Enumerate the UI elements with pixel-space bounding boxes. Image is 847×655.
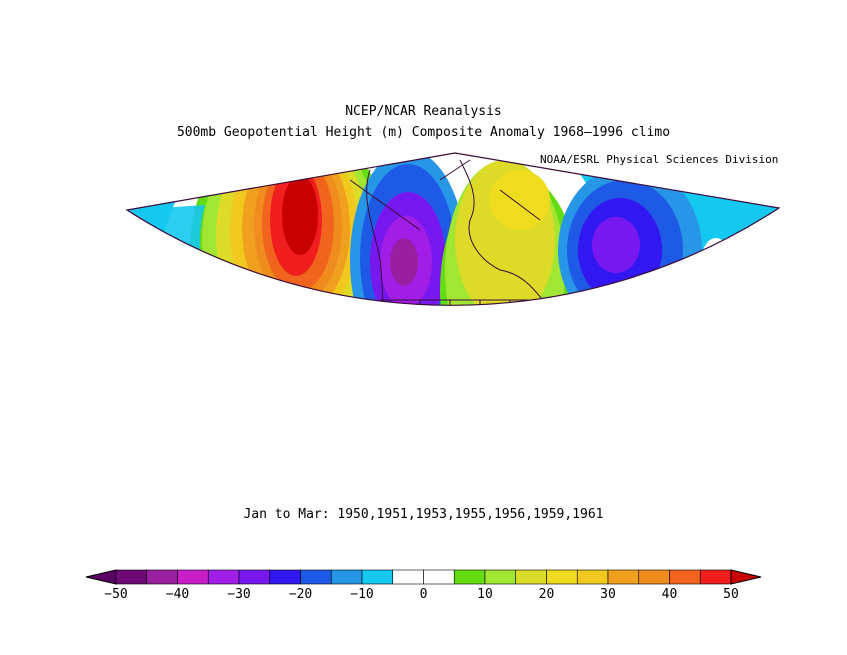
colorbar-tick-label: 0 <box>420 587 428 602</box>
composite-period: Jan to Mar: 1950,1951,1953,1955,1956,195… <box>243 507 604 522</box>
colorbar-tick-label: −40 <box>166 587 189 602</box>
colorbar-swatch <box>330 569 363 585</box>
colorbar-over-arrow <box>730 569 762 585</box>
colorbar-tick-label: −20 <box>289 587 312 602</box>
colorbar-swatch <box>607 569 640 585</box>
colorbar-swatch <box>669 569 701 585</box>
colorbar-tick-label: 30 <box>600 587 616 602</box>
map-subtitle: 500mb Geopotential Height (m) Composite … <box>176 125 671 140</box>
colorbar-swatch <box>269 569 301 585</box>
colorbar-swatch <box>453 569 486 585</box>
map-frame <box>125 152 781 306</box>
colorbar-swatch <box>361 569 394 585</box>
colorbar-swatch <box>146 569 178 585</box>
colorbar-swatch <box>699 569 732 585</box>
colorbar-swatch <box>300 569 332 585</box>
colorbar-tick-label: 10 <box>477 587 493 602</box>
colorbar-swatch <box>638 569 670 585</box>
colorbar-swatch <box>177 569 209 585</box>
colorbar-swatch <box>115 569 148 585</box>
colorbar-swatch <box>576 569 609 585</box>
colorbar-tick-label: 40 <box>662 587 678 602</box>
colorbar-swatch <box>238 569 271 585</box>
colorbar-tick-label: 20 <box>539 587 555 602</box>
credit-label: NOAA/ESRL Physical Sciences Division <box>540 153 779 166</box>
colorbar-tick-label: −10 <box>350 587 373 602</box>
colorbar-tick-label: −50 <box>104 587 127 602</box>
colorbar-swatch <box>484 569 517 585</box>
colorbar-swatch <box>546 569 578 585</box>
colorbar-under-arrow <box>85 569 117 585</box>
colorbar-swatch <box>207 569 240 585</box>
map-title: NCEP/NCAR Reanalysis <box>345 104 502 119</box>
colorbar-swatch <box>515 569 547 585</box>
colorbar-tick-label: −30 <box>227 587 250 602</box>
colorbar-tick-label: 50 <box>723 587 739 602</box>
colorbar-swatch <box>392 569 424 585</box>
colorbar-swatch <box>423 569 455 585</box>
